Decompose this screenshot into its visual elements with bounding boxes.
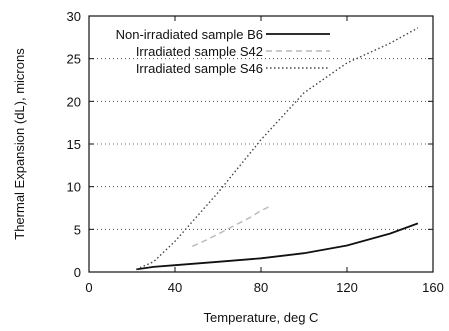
y-tick-label: 25 [67,52,81,67]
y-tick-label: 30 [67,9,81,24]
y-tick-label: 10 [67,180,81,195]
y-tick-label: 0 [74,265,81,280]
legend-label: Irradiated sample S42 [136,44,263,59]
x-tick-label: 0 [85,280,92,295]
x-axis-label: Temperature, deg C [204,310,319,325]
x-tick-label: 120 [336,280,358,295]
axis-ticks: 0 5 10 15 20 25 30 0 40 80 120 160 [67,9,444,295]
x-tick-label: 40 [168,280,182,295]
y-tick-label: 20 [67,94,81,109]
x-tick-label: 80 [254,280,268,295]
y-tick-label: 5 [74,222,81,237]
x-tick-label: 160 [422,280,444,295]
legend: Non-irradiated sample B6 Irradiated sampl… [116,27,330,76]
y-axis-label: Thermal Expansion (dL), microns [12,48,27,240]
series-line-2 [191,204,273,248]
y-tick-label: 15 [67,137,81,152]
series-line-1 [136,222,419,271]
series-lines [136,27,419,271]
gridlines [89,58,433,230]
legend-label: Non-irradiated sample B6 [116,27,263,42]
legend-label: Irradiated sample S46 [136,61,263,76]
series-line-3 [136,27,419,271]
